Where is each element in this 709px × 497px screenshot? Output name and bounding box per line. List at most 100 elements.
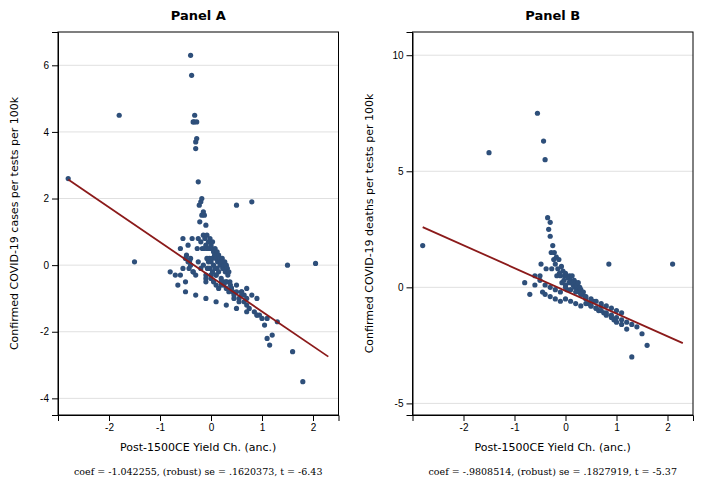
point — [619, 322, 624, 327]
point — [645, 343, 650, 348]
tick-mark — [109, 415, 110, 421]
tick-mark — [313, 415, 314, 421]
point — [670, 262, 675, 267]
tick-mark — [52, 398, 58, 399]
point — [206, 266, 211, 271]
tick: 2 — [311, 415, 317, 433]
point — [254, 312, 259, 317]
point — [168, 269, 173, 274]
point — [546, 227, 551, 232]
point — [550, 243, 555, 248]
point — [214, 299, 219, 304]
grid-line — [413, 403, 694, 404]
tick-label: -1 — [156, 422, 165, 433]
tick-label: -4 — [40, 393, 49, 404]
point — [189, 73, 194, 78]
tick-label: 0 — [43, 260, 49, 271]
point — [573, 301, 578, 306]
footnote: coef = -.9808514, (robust) se = .1827919… — [429, 466, 677, 477]
point — [629, 322, 634, 327]
point — [576, 280, 581, 285]
point — [198, 239, 203, 244]
point — [234, 306, 239, 311]
plot-frame — [58, 32, 339, 415]
tick-mark — [407, 171, 413, 172]
tick-label: 0 — [563, 422, 569, 433]
tick-mark — [407, 287, 413, 288]
tick: 10 — [392, 50, 412, 61]
point — [538, 262, 543, 267]
point — [594, 306, 599, 311]
point — [224, 279, 229, 284]
tick: -2 — [460, 415, 469, 433]
point — [188, 53, 193, 58]
point — [210, 239, 215, 244]
tick-mark — [52, 265, 58, 266]
tick: 1 — [260, 415, 266, 433]
tick-mark — [52, 65, 58, 66]
tick-mark — [407, 403, 413, 404]
x-axis-line — [413, 416, 694, 422]
point — [224, 302, 229, 307]
point — [262, 322, 267, 327]
point — [300, 379, 305, 384]
point — [486, 150, 491, 155]
point — [583, 301, 588, 306]
tick: -1 — [156, 415, 165, 433]
point — [537, 273, 542, 278]
point — [270, 332, 275, 337]
point — [201, 263, 206, 268]
tick-label: 4 — [43, 127, 49, 138]
x-axis: -2-1012 — [59, 415, 340, 433]
grid-line — [58, 65, 339, 66]
point — [624, 327, 629, 332]
tick: 0 — [563, 415, 569, 433]
point — [214, 273, 219, 278]
tick-mark — [668, 415, 669, 421]
point — [559, 264, 564, 269]
point — [194, 136, 199, 141]
point — [117, 113, 122, 118]
point — [239, 289, 244, 294]
tick-label: 10 — [392, 50, 404, 61]
point — [194, 119, 199, 124]
tick-mark — [566, 415, 567, 421]
y-axis-title: Confirmed COVID-19 cases per tests per 1… — [8, 96, 21, 350]
tick-mark — [262, 415, 263, 421]
point — [249, 293, 254, 298]
point — [267, 342, 272, 347]
panel: -2-1012-4-20246Panel APost-1500CE Yield … — [8, 8, 339, 477]
point — [548, 234, 553, 239]
point — [234, 203, 239, 208]
point — [541, 138, 546, 143]
point — [290, 349, 295, 354]
tick: 0 — [398, 282, 413, 293]
point — [195, 246, 200, 251]
point — [522, 280, 527, 285]
point — [619, 317, 624, 322]
marks — [420, 111, 683, 360]
title: Panel A — [171, 8, 226, 23]
point — [568, 299, 573, 304]
point — [249, 199, 254, 204]
tick-mark — [52, 332, 58, 333]
regression-line — [68, 180, 328, 357]
point — [420, 243, 425, 248]
tick-label: 2 — [311, 422, 317, 433]
point — [553, 296, 558, 301]
point — [132, 259, 137, 264]
footnote: coef = -1.042255, (robust) se = .1620373… — [74, 466, 322, 477]
point — [196, 179, 201, 184]
point — [203, 223, 208, 228]
point — [199, 196, 204, 201]
point — [173, 273, 178, 278]
point — [634, 324, 639, 329]
grid-line — [58, 131, 339, 132]
point — [558, 299, 563, 304]
point — [609, 313, 614, 318]
point — [588, 303, 593, 308]
tick-label: 2 — [665, 422, 671, 433]
title: Panel B — [525, 8, 580, 23]
point — [203, 279, 208, 284]
tick: 0 — [43, 260, 58, 271]
